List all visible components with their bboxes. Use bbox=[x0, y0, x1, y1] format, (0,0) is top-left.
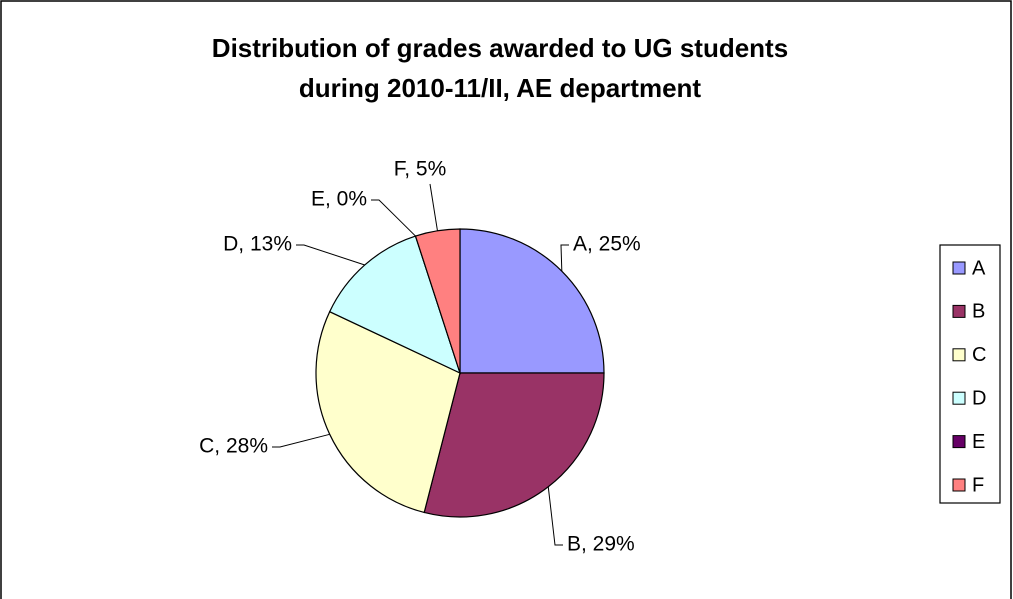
chart-title: during 2010-11/II, AE department bbox=[299, 73, 701, 103]
pie-slice bbox=[414, 228, 461, 374]
pie-slice bbox=[423, 372, 605, 518]
leader-line bbox=[547, 486, 563, 546]
leader-line bbox=[272, 433, 330, 448]
legend-label: F bbox=[972, 474, 984, 496]
legend-swatch bbox=[952, 391, 966, 405]
legend-box bbox=[939, 244, 1001, 504]
chart-title: Distribution of grades awarded to UG stu… bbox=[212, 33, 788, 63]
legend-swatch bbox=[952, 478, 966, 492]
legend-swatch bbox=[952, 348, 966, 362]
data-label: E, 0% bbox=[311, 188, 367, 211]
legend-label: D bbox=[972, 387, 986, 409]
data-label: B, 29% bbox=[567, 533, 635, 556]
legend-swatch bbox=[952, 304, 966, 318]
legend-label: A bbox=[972, 257, 986, 279]
leader-line bbox=[371, 199, 416, 237]
data-label: F, 5% bbox=[394, 158, 447, 181]
data-label: A, 25% bbox=[573, 233, 641, 256]
data-label: C, 28% bbox=[199, 435, 268, 458]
leader-line bbox=[429, 183, 438, 231]
leader-line bbox=[560, 244, 569, 272]
pie-slice bbox=[459, 228, 605, 374]
pie-slice bbox=[315, 310, 461, 514]
legend-label: C bbox=[972, 344, 986, 366]
legend-label: B bbox=[972, 301, 985, 323]
leader-line bbox=[296, 244, 365, 266]
legend-swatch bbox=[952, 435, 966, 449]
legend-swatch bbox=[952, 261, 966, 275]
data-label: D, 13% bbox=[223, 233, 292, 256]
legend-label: E bbox=[972, 431, 985, 453]
pie-slice bbox=[328, 235, 461, 375]
